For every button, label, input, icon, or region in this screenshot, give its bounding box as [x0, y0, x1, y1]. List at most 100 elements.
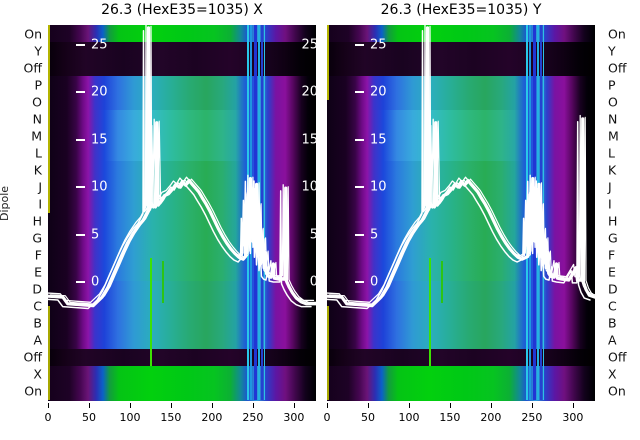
xtick-mark-0	[48, 403, 49, 408]
ytick-label-right-10: 10	[301, 179, 318, 195]
row-label-m-6: M	[31, 128, 42, 144]
row-label-off-19: Off	[23, 349, 42, 365]
ytick-label-left-5: 5	[370, 227, 379, 243]
ytick-mark-left-15	[355, 138, 364, 141]
feature-stripe-8	[48, 25, 51, 213]
feature-stripe-7	[161, 261, 164, 303]
row-label-f-13: F	[608, 247, 616, 263]
ytick-label-left-0: 0	[91, 274, 100, 290]
plot-title-x: 26.3 (HexE35=1035) X	[101, 2, 263, 18]
xtick-label-300: 300	[283, 411, 305, 424]
ytick-label-left-5: 5	[91, 227, 100, 243]
feature-stripe-8	[327, 25, 330, 100]
ytick-mark-left-10	[355, 186, 364, 189]
row-label-m-6: M	[608, 128, 619, 144]
row-label-a-18: A	[33, 332, 42, 348]
xtick-mark-200	[490, 403, 492, 408]
row-label-on-0: On	[608, 26, 626, 42]
ytick-mark-left-20	[355, 91, 364, 94]
ytick-label-left-25: 25	[370, 37, 387, 53]
row-label-d-15: D	[608, 281, 618, 297]
xtick-label-250: 250	[242, 411, 264, 424]
row-label-i-10: I	[608, 196, 612, 212]
overlay-line-y	[327, 25, 595, 310]
xtick-label-0: 0	[323, 411, 331, 424]
xtick-mark-250	[252, 403, 254, 408]
ytick-label-right-20: 20	[301, 84, 318, 100]
row-label-k-8: K	[33, 162, 42, 178]
ytick-mark-left-5	[355, 233, 364, 236]
xtick-mark-150	[170, 403, 172, 408]
row-label-f-13: F	[34, 247, 42, 263]
row-label-j-9: J	[608, 179, 612, 195]
row-label-i-10: I	[38, 196, 42, 212]
ytick-label-left-15: 15	[370, 132, 387, 148]
xtick-mark-50	[367, 403, 369, 408]
xtick-label-0: 0	[44, 411, 52, 424]
xtick-label-200: 200	[480, 411, 502, 424]
ytick-mark-left-10	[76, 186, 85, 189]
ytick-label-left-10: 10	[370, 179, 387, 195]
row-label-o-4: O	[608, 94, 618, 110]
row-label-n-5: N	[32, 111, 42, 127]
ytick-mark-left-20	[76, 91, 85, 94]
feature-stripe-4	[261, 25, 264, 400]
ytick-label-left-0: 0	[370, 274, 379, 290]
row-label-g-12: G	[608, 230, 618, 246]
ytick-mark-left-15	[76, 138, 85, 141]
feature-stripe-7	[440, 261, 443, 303]
ytick-mark-left-25	[355, 43, 364, 46]
xtick-mark-100	[129, 403, 131, 408]
row-label-x-20: X	[608, 366, 617, 382]
ytick-label-right-5: 5	[309, 227, 318, 243]
row-label-l-7: L	[35, 145, 42, 161]
ytick-label-right-0: 0	[309, 274, 318, 290]
ytick-label-left-15: 15	[91, 132, 108, 148]
xtick-label-100: 100	[398, 411, 420, 424]
row-label-n-5: N	[608, 111, 618, 127]
row-label-on-21: On	[608, 383, 626, 399]
row-label-b-17: B	[33, 315, 42, 331]
row-label-l-7: L	[608, 145, 615, 161]
feature-stripe-6	[150, 257, 153, 367]
xtick-mark-150	[449, 403, 451, 408]
row-label-h-11: H	[608, 213, 618, 229]
row-label-e-14: E	[608, 264, 616, 280]
row-label-e-14: E	[34, 264, 42, 280]
row-labels-left: On Y Off P O N M L K J I H G F E D C B A Off X On	[0, 0, 42, 440]
row-label-off-2: Off	[608, 60, 627, 76]
row-label-p-3: P	[608, 77, 616, 93]
ytick-mark-left-0	[76, 280, 85, 283]
plot-title-y: 26.3 (HexE35=1035) Y	[380, 2, 542, 18]
xtick-label-200: 200	[201, 411, 223, 424]
xtick-label-50: 50	[360, 411, 375, 424]
row-label-c-16: C	[33, 298, 42, 314]
feature-stripe-9	[327, 306, 330, 400]
row-label-k-8: K	[608, 162, 617, 178]
ytick-mark-left-5	[76, 233, 85, 236]
ytick-label-left-20: 20	[91, 84, 108, 100]
ytick-label-right-15: 15	[301, 132, 318, 148]
ytick-label-left-20: 20	[370, 84, 387, 100]
ytick-label-left-25: 25	[91, 37, 108, 53]
row-label-j-9: J	[38, 179, 42, 195]
row-label-b-17: B	[608, 315, 617, 331]
row-label-x-20: X	[33, 366, 42, 382]
xtick-label-50: 50	[81, 411, 96, 424]
overlay-line-x	[48, 25, 316, 310]
xtick-label-100: 100	[119, 411, 141, 424]
feature-stripe-9	[48, 306, 51, 400]
xtick-mark-100	[408, 403, 410, 408]
xtick-label-150: 150	[160, 411, 182, 424]
row-label-on-0: On	[24, 26, 42, 42]
ytick-mark-left-0	[355, 280, 364, 283]
heatmap-plot-x: 25 25 20 20 15 15 10 10 5 5 0 0 0 50 100 150 200 250 300	[45, 25, 318, 424]
row-label-off-19: Off	[608, 349, 627, 365]
ytick-mark-left-25	[76, 43, 85, 46]
row-label-o-4: O	[32, 94, 42, 110]
row-label-off-2: Off	[23, 60, 42, 76]
row-label-y-1: Y	[34, 43, 42, 59]
row-label-d-15: D	[32, 281, 42, 297]
row-label-h-11: H	[32, 213, 42, 229]
